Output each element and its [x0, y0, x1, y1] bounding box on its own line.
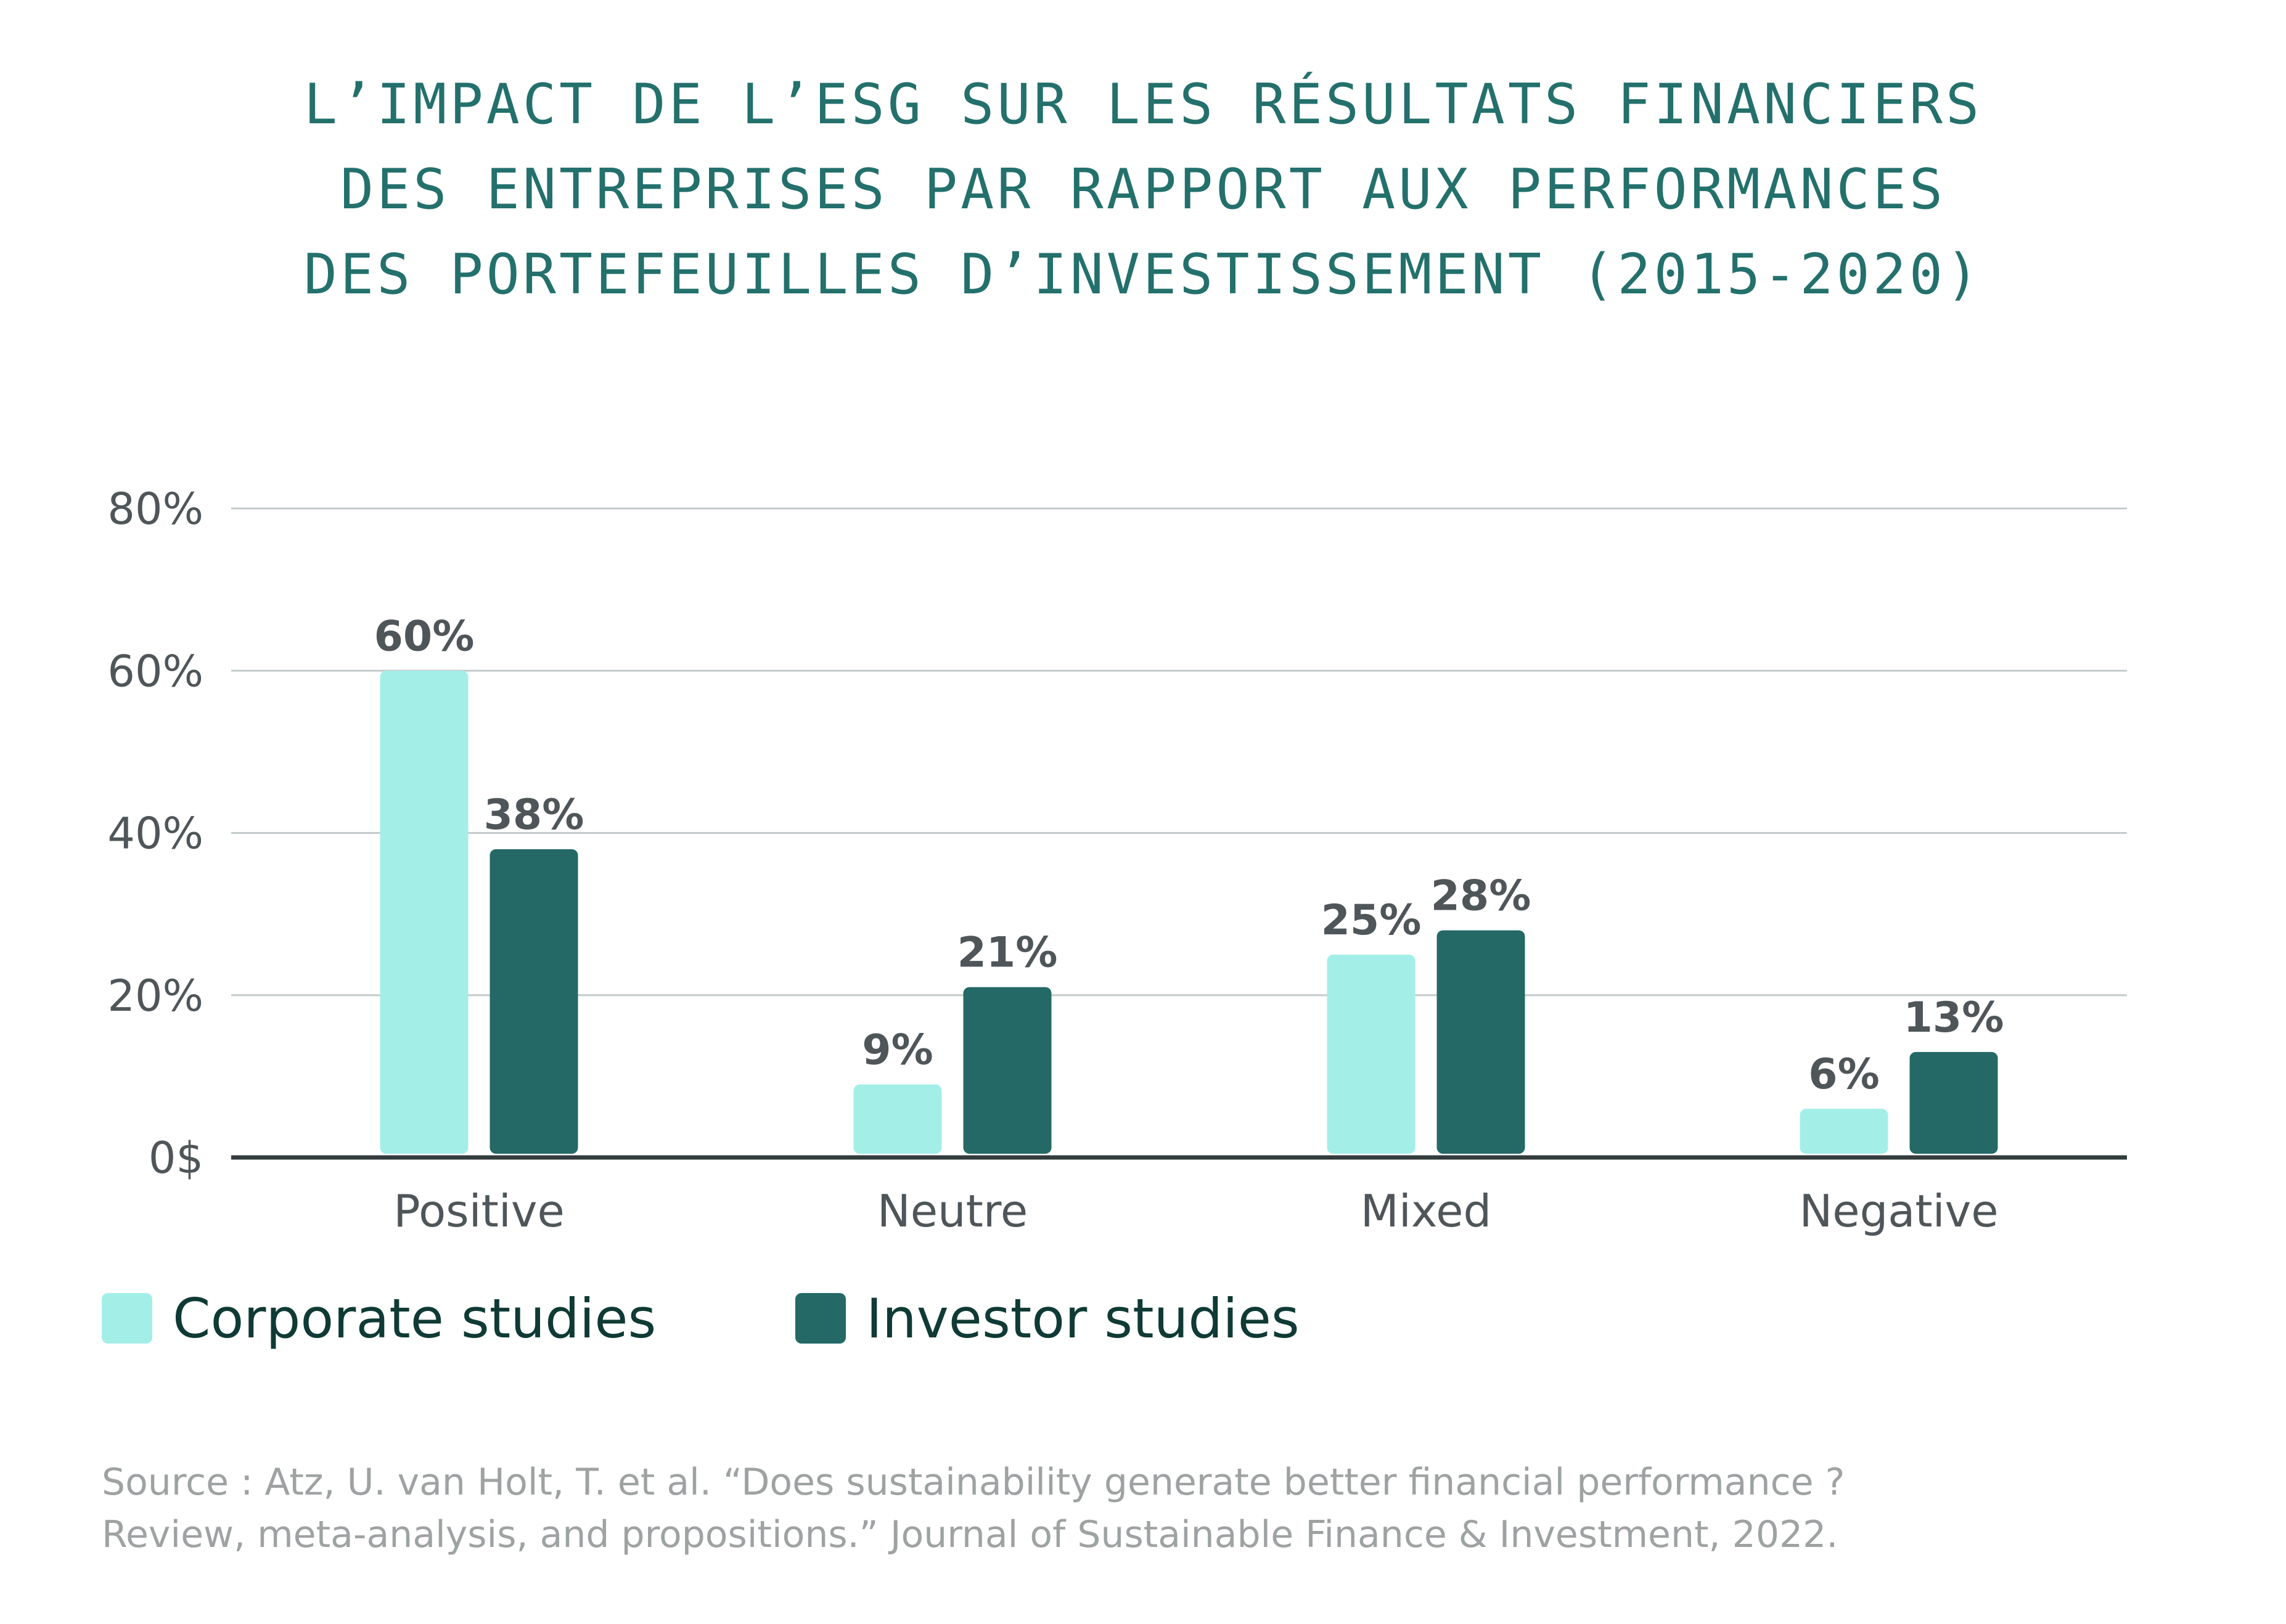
data-label-mixed-corporate: 25%	[1321, 896, 1422, 945]
data-label-negative-investor: 13%	[1904, 994, 2004, 1042]
data-label-neutre-investor: 21%	[957, 929, 1058, 977]
bar-negative-investor	[1909, 1051, 1998, 1154]
data-label-neutre-corporate: 9%	[862, 1026, 933, 1075]
category-labels: Positive Neutre Mixed Negative	[393, 1185, 1998, 1237]
legend-label-corporate: Corporate studies	[173, 1287, 656, 1350]
y-tick-label: 60%	[107, 646, 203, 696]
bar-neutre-corporate	[853, 1084, 942, 1154]
legend-swatch-investor	[795, 1293, 846, 1344]
y-tick-label: 20%	[107, 971, 203, 1021]
category-label-mixed: Mixed	[1361, 1185, 1492, 1237]
legend-label-investor: Investor studies	[866, 1287, 1300, 1350]
category-label-positive: Positive	[393, 1185, 565, 1237]
y-axis-ticks: 0$ 20% 40% 60% 80%	[107, 484, 203, 1183]
bar-positive-corporate	[380, 671, 469, 1154]
source-line-1: Source : Atz, U. van Holt, T. et al. “Do…	[102, 1461, 1845, 1504]
chart-title-line-2: DES ENTREPRISES PAR RAPPORT AUX PERFORMA…	[340, 157, 1946, 222]
legend: Corporate studies Investor studies	[102, 1287, 1300, 1350]
data-label-mixed-investor: 28%	[1431, 871, 1531, 920]
bars	[380, 671, 1998, 1154]
bar-neutre-investor	[963, 987, 1052, 1154]
bar-positive-investor	[490, 849, 578, 1154]
data-label-positive-corporate: 60%	[374, 612, 475, 661]
data-label-positive-investor: 38%	[484, 791, 584, 839]
bar-mixed-investor	[1436, 930, 1525, 1154]
bar-negative-corporate	[1800, 1109, 1888, 1154]
y-tick-label: 80%	[107, 484, 203, 534]
category-label-negative: Negative	[1799, 1185, 1998, 1237]
bar-mixed-corporate	[1327, 954, 1415, 1154]
chart-title-line-3: DES PORTEFEUILLES D’INVESTISSEMENT (2015…	[304, 242, 1983, 307]
chart-title-line-1: L’IMPACT DE L’ESG SUR LES RÉSULTATS FINA…	[304, 71, 1983, 137]
source-note: Source : Atz, U. van Holt, T. et al. “Do…	[102, 1461, 1845, 1556]
data-label-negative-corporate: 6%	[1808, 1050, 1879, 1099]
grid-lines	[231, 507, 2127, 997]
chart-title: L’IMPACT DE L’ESG SUR LES RÉSULTATS FINA…	[304, 71, 1983, 307]
category-label-neutre: Neutre	[877, 1185, 1028, 1237]
y-tick-label: 0$	[149, 1133, 203, 1183]
source-line-2: Review, meta-analysis, and propositions.…	[102, 1513, 1838, 1556]
data-labels: 60% 38% 9% 21% 25% 28% 6% 13%	[374, 612, 2004, 1099]
y-tick-label: 40%	[107, 809, 203, 859]
legend-swatch-corporate	[102, 1293, 152, 1344]
